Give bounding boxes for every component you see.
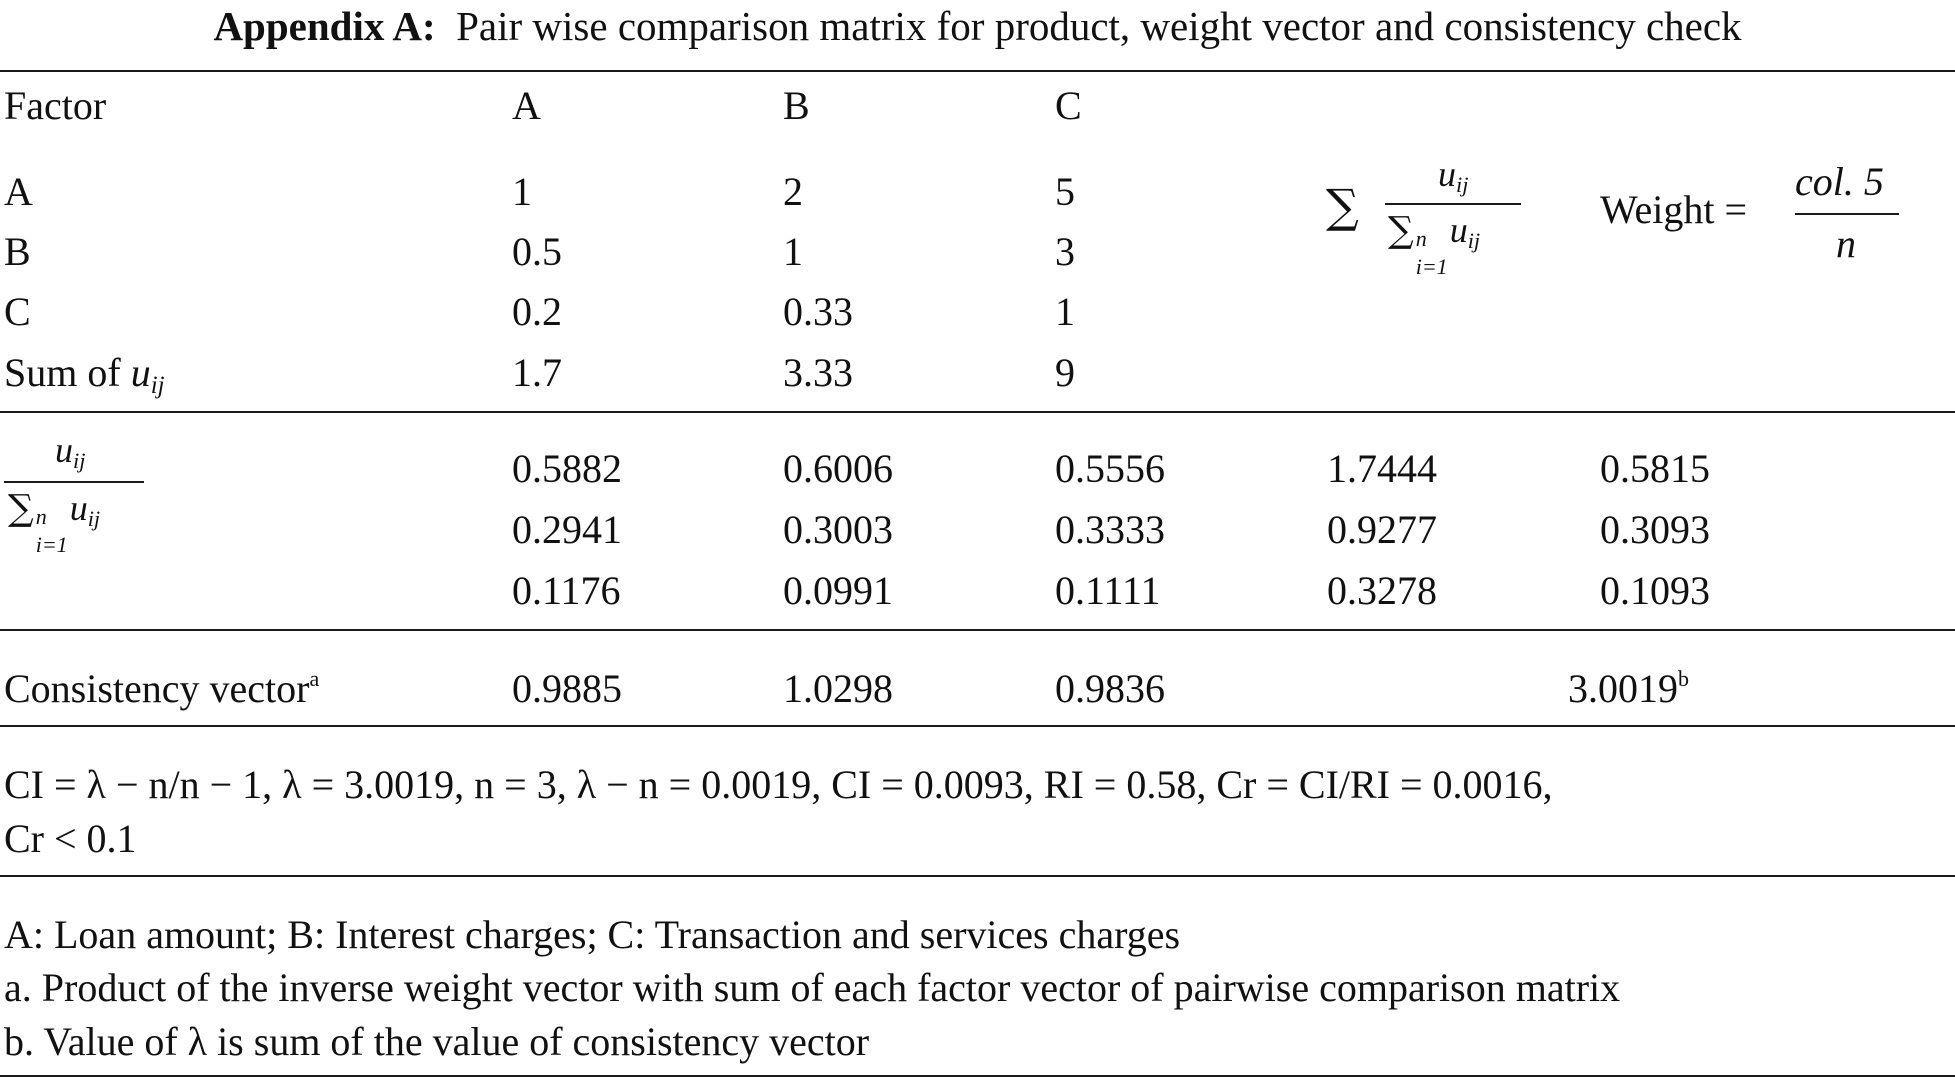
sigma-symbol: ∑ bbox=[1326, 179, 1359, 233]
top-rule bbox=[0, 70, 1955, 72]
cell: 0.9885 bbox=[512, 666, 622, 711]
cell: 2 bbox=[783, 169, 803, 214]
section-rule bbox=[0, 411, 1955, 413]
cell: 0.5815 bbox=[1600, 446, 1710, 491]
cell: 5 bbox=[1055, 169, 1075, 214]
weight-denominator: n bbox=[1836, 221, 1856, 266]
cell: 0.6006 bbox=[783, 446, 893, 491]
sum-formula-denominator: ∑ n i=1 uij bbox=[1388, 210, 1481, 279]
section-rule bbox=[0, 725, 1955, 727]
cell: 1 bbox=[783, 229, 803, 274]
header-col-b: B bbox=[783, 83, 810, 128]
cell: 0.3003 bbox=[783, 507, 893, 552]
cell: 0.3333 bbox=[1055, 507, 1165, 552]
cell: 0.1176 bbox=[512, 568, 621, 613]
cell: 3.33 bbox=[783, 350, 853, 395]
ci-line-2: Cr < 0.1 bbox=[4, 816, 137, 861]
weight-numerator: col. 5 bbox=[1795, 159, 1884, 204]
sum-formula-numerator: uij bbox=[1438, 154, 1469, 198]
header-col-c: C bbox=[1055, 83, 1082, 128]
footnote: a. Product of the inverse weight vector … bbox=[4, 965, 1621, 1010]
bottom-rule bbox=[0, 1075, 1955, 1077]
cell: 0.3093 bbox=[1600, 507, 1710, 552]
cell: 9 bbox=[1055, 350, 1075, 395]
footnote: b. Value of λ is sum of the value of con… bbox=[4, 1019, 870, 1064]
header-factor: Factor bbox=[4, 83, 107, 128]
cell: 1 bbox=[1055, 289, 1075, 334]
lambda-value: 3.0019b bbox=[1568, 665, 1689, 711]
consistency-label: Consistency vectora bbox=[4, 665, 320, 711]
ci-line-1: CI = λ − n/n − 1, λ = 3.0019, n = 3, λ −… bbox=[4, 762, 1553, 807]
section-rule bbox=[0, 629, 1955, 631]
cell: 3 bbox=[1055, 229, 1075, 274]
footnote: A: Loan amount; B: Interest charges; C: … bbox=[4, 912, 1181, 957]
cell: 0.5556 bbox=[1055, 446, 1165, 491]
normalized-numerator: uij bbox=[55, 430, 86, 474]
sum-formula-bar bbox=[1385, 203, 1521, 205]
cell: 1.0298 bbox=[783, 666, 893, 711]
cell: 0.9277 bbox=[1327, 507, 1437, 552]
sum-row-label: Sum of uij bbox=[4, 350, 165, 399]
cell: 0.2941 bbox=[512, 507, 622, 552]
cell: 0.33 bbox=[783, 289, 853, 334]
row-factor-c: C bbox=[4, 289, 31, 334]
table-title-label: Appendix A: bbox=[213, 3, 436, 49]
normalized-bar bbox=[4, 481, 144, 483]
weight-bar bbox=[1795, 213, 1899, 215]
cell: 1 bbox=[512, 169, 532, 214]
table-title: Appendix A: Pair wise comparison matrix … bbox=[0, 2, 1955, 50]
row-factor-a: A bbox=[4, 169, 33, 214]
weight-label: Weight = bbox=[1600, 187, 1748, 232]
cell: 1.7444 bbox=[1327, 446, 1437, 491]
row-factor-b: B bbox=[4, 229, 31, 274]
normalized-denominator: ∑ n i=1 uij bbox=[8, 488, 101, 557]
header-col-a: A bbox=[512, 83, 541, 128]
cell: 0.1111 bbox=[1055, 568, 1161, 613]
cell: 1.7 bbox=[512, 350, 562, 395]
section-rule bbox=[0, 875, 1955, 877]
table-title-text: Pair wise comparison matrix for product,… bbox=[456, 3, 1742, 49]
cell: 0.1093 bbox=[1600, 568, 1710, 613]
cell: 0.5 bbox=[512, 229, 562, 274]
cell: 0.5882 bbox=[512, 446, 622, 491]
cell: 0.0991 bbox=[783, 568, 893, 613]
cell: 0.3278 bbox=[1327, 568, 1437, 613]
cell: 0.2 bbox=[512, 289, 562, 334]
cell: 0.9836 bbox=[1055, 666, 1165, 711]
